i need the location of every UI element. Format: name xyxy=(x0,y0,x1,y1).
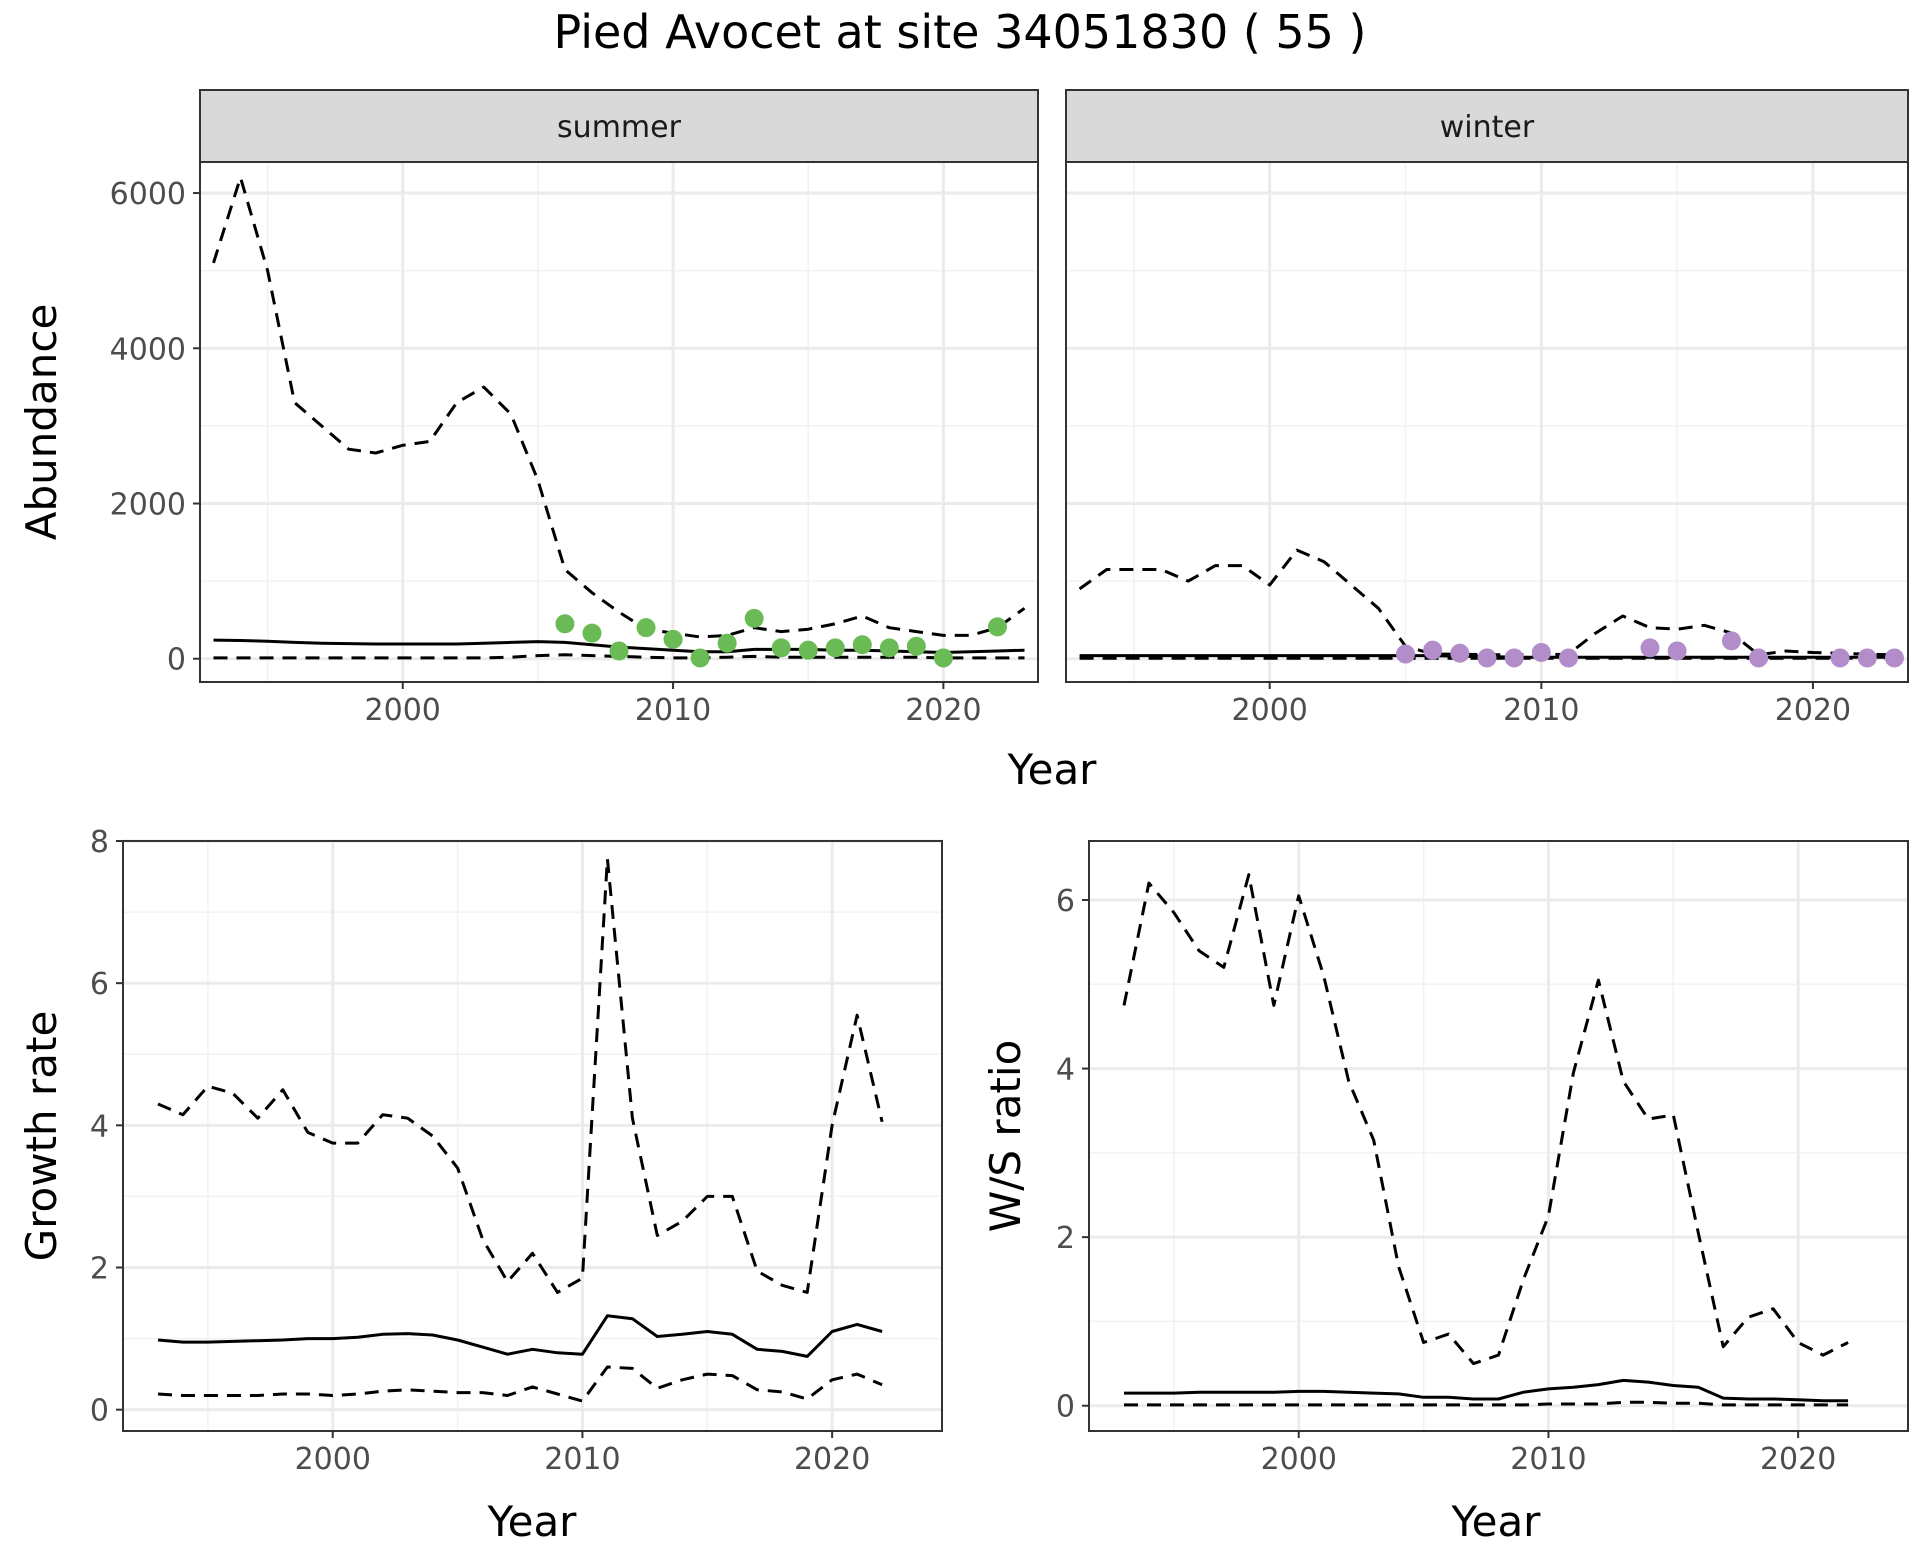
chart-title: Pied Avocet at site 34051830 ( 55 ) xyxy=(554,5,1367,59)
tick-labels: 2000 2010 2020 0 2 4 6 8 xyxy=(90,825,870,1477)
series-line-upper xyxy=(212,176,1026,639)
x-tick-label: 2020 xyxy=(905,693,981,728)
y-tick-label: 2000 xyxy=(110,487,186,522)
tick-labels: 2000 2010 2020 0 2000 4000 6000 xyxy=(110,177,982,728)
strip-label-winter: winter xyxy=(1440,110,1535,145)
points-group xyxy=(555,608,1007,668)
x-tick-label: 2020 xyxy=(1760,1442,1836,1477)
grid xyxy=(200,162,1038,682)
series-group xyxy=(1078,548,1895,660)
ws-ratio-y-axis-title: W/S ratio xyxy=(981,1040,1030,1233)
observation-point xyxy=(1857,648,1877,668)
abundance-x-axis-title: Year xyxy=(1007,745,1098,794)
growth-rate-x-axis-title: Year xyxy=(487,1497,578,1546)
series-line-lower xyxy=(1124,1400,1849,1407)
y-tick-label: 2 xyxy=(90,1252,109,1287)
observation-point xyxy=(1558,648,1578,668)
y-tick-label: 4 xyxy=(1056,1053,1075,1088)
observation-point xyxy=(771,638,791,658)
abundance-y-axis-title: Abundance xyxy=(17,304,66,541)
series-line-upper xyxy=(1078,548,1895,657)
x-tick-label: 2020 xyxy=(794,1442,870,1477)
panel-border xyxy=(1088,840,1909,1432)
y-tick-label: 6 xyxy=(1056,884,1075,919)
observation-point xyxy=(906,636,926,656)
grid xyxy=(1066,162,1908,682)
observation-point xyxy=(744,608,764,628)
observation-point xyxy=(1531,643,1551,663)
strip-border xyxy=(1065,89,1909,163)
observation-point xyxy=(555,614,575,634)
observation-point xyxy=(1396,644,1416,664)
observation-point xyxy=(609,641,629,661)
growth-rate-panel: 2000 2010 2020 0 2 4 6 8 xyxy=(90,825,943,1477)
abundance-winter-panel: winter 2000 2010 2020 xyxy=(1065,89,1909,728)
tick-labels: 2000 2010 2020 0 2 4 6 xyxy=(1056,884,1836,1477)
observation-point xyxy=(717,633,737,653)
series-line-upper xyxy=(1122,873,1849,1366)
series-line-upper xyxy=(157,857,884,1294)
y-tick-label: 4 xyxy=(90,1109,109,1144)
y-tick-label: 2 xyxy=(1056,1221,1075,1256)
observation-point xyxy=(1830,648,1850,668)
y-tick-label: 8 xyxy=(90,825,109,860)
observation-point xyxy=(636,618,656,638)
observation-point xyxy=(582,623,602,643)
series-line-estimate xyxy=(157,1314,883,1358)
series-line-lower xyxy=(157,1365,883,1403)
observation-point xyxy=(933,648,953,668)
series-group xyxy=(212,176,1026,660)
panel-border xyxy=(1065,161,1909,683)
x-tick-label: 2000 xyxy=(1232,693,1308,728)
points-group xyxy=(1396,631,1904,668)
strip-winter xyxy=(1066,90,1908,162)
observation-point xyxy=(1721,631,1741,651)
observation-point xyxy=(1477,648,1497,668)
strip-summer xyxy=(200,90,1038,162)
x-tick-label: 2010 xyxy=(1510,1442,1586,1477)
x-tick-label: 2010 xyxy=(1503,693,1579,728)
observation-point xyxy=(852,635,872,655)
y-tick-label: 0 xyxy=(90,1394,109,1429)
y-tick-label: 6 xyxy=(90,967,109,1002)
x-tick-label: 2000 xyxy=(1261,1442,1337,1477)
y-tick-label: 4000 xyxy=(110,332,186,367)
observation-point xyxy=(798,640,818,660)
observation-point xyxy=(1423,640,1443,660)
series-group xyxy=(157,857,884,1403)
observation-point xyxy=(1450,643,1470,663)
observation-point xyxy=(825,638,845,658)
observation-point xyxy=(1749,648,1769,668)
y-tick-label: 6000 xyxy=(110,177,186,212)
strip-border xyxy=(199,89,1039,163)
panel-border xyxy=(122,840,943,1432)
panel-border xyxy=(199,161,1039,683)
strip-label-summer: summer xyxy=(557,110,682,145)
observation-point xyxy=(663,629,683,649)
series-group xyxy=(1122,873,1849,1407)
y-tick-label: 0 xyxy=(1056,1390,1075,1425)
tick-labels: 2000 2010 2020 xyxy=(1232,682,1851,728)
observation-point xyxy=(987,617,1007,637)
x-tick-label: 2010 xyxy=(544,1442,620,1477)
grid xyxy=(1089,841,1908,1431)
abundance-summer-panel: summer 2000 2010 2020 0 2000 4000 6000 xyxy=(110,89,1039,728)
x-tick-label: 2020 xyxy=(1775,693,1851,728)
x-tick-label: 2010 xyxy=(635,693,711,728)
x-tick-label: 2000 xyxy=(295,1442,371,1477)
observation-point xyxy=(1504,648,1524,668)
observation-point xyxy=(1667,641,1687,661)
series-line-estimate xyxy=(1124,1378,1849,1403)
ws-ratio-x-axis-title: Year xyxy=(1451,1497,1542,1546)
growth-rate-y-axis-title: Growth rate xyxy=(17,1011,66,1262)
observation-point xyxy=(1884,648,1904,668)
y-tick-label: 0 xyxy=(167,643,186,678)
ws-ratio-panel: 2000 2010 2020 0 2 4 6 xyxy=(1056,840,1909,1477)
observation-point xyxy=(879,638,899,658)
observation-point xyxy=(690,648,710,668)
x-tick-label: 2000 xyxy=(365,693,441,728)
observation-point xyxy=(1640,638,1660,658)
